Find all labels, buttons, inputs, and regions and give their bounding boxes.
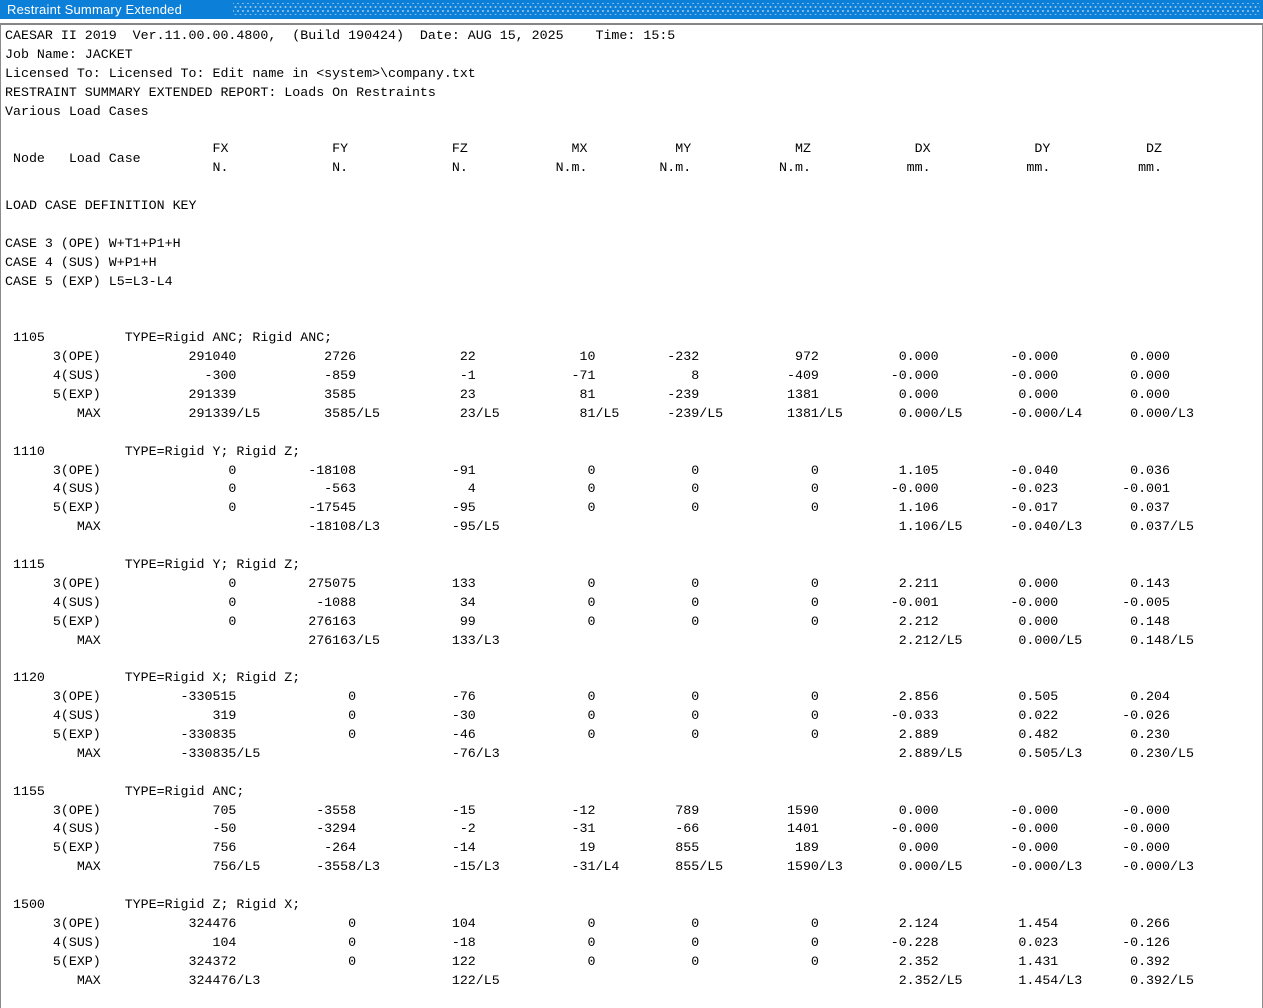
node-loadcase-labels-row: Node Load Case (5, 150, 141, 166)
node-type-row: 1155 TYPE=Rigid ANC; (5, 783, 245, 799)
node-loadcase-row: 3(OPE) 0 275075 133 0 0 0 2.211 0.000 0.… (5, 575, 1170, 591)
load-case-key-title: LOAD CASE DEFINITION KEY (5, 198, 197, 214)
blank-line (5, 178, 1262, 197)
node-loadcase-row: 5(EXP) 756 -264 -14 19 855 189 0.000 -0.… (5, 840, 1170, 856)
load-case-definition: CASE 4 (SUS) W+P1+H (5, 254, 157, 270)
blank-line (5, 537, 1262, 556)
node-loadcase-row: 5(EXP) 0 276163 99 0 0 0 2.212 0.000 0.1… (5, 613, 1170, 629)
blank-line (5, 877, 1262, 896)
titlebar-dots-pattern (233, 3, 1260, 15)
node-type-row: 1110 TYPE=Rigid Y; Rigid Z; (5, 443, 301, 459)
column-labels-row: FX FY FZ MX MY MZ DX DY DZ (5, 141, 1163, 157)
node-max-row: MAX -18108/L3 -95/L5 1.106/L5 -0.040/L3 … (5, 519, 1194, 535)
node-loadcase-row: 3(OPE) 705 -3558 -15 -12 789 1590 0.000 … (5, 802, 1170, 818)
node-loadcase-row: 3(OPE) 291040 2726 22 10 -232 972 0.000 … (5, 349, 1170, 365)
report-panel: CAESAR II 2019 Ver.11.00.00.4800, (Build… (0, 23, 1263, 1008)
node-max-row: MAX 324476/L3 122/L5 2.352/L5 1.454/L3 0… (5, 972, 1194, 988)
blank-line (5, 310, 1262, 329)
blank-line (5, 650, 1262, 669)
node-type-row: 1115 TYPE=Rigid Y; Rigid Z; (5, 556, 301, 572)
node-type-row: 1500 TYPE=Rigid Z; Rigid X; (5, 896, 301, 912)
report-header-line: Licensed To: Licensed To: Edit name in <… (5, 65, 476, 81)
node-max-row: MAX -330835/L5 -76/L3 2.889/L5 0.505/L3 … (5, 745, 1194, 761)
node-type-row: 1120 TYPE=Rigid X; Rigid Z; (5, 670, 301, 686)
node-loadcase-row: 4(SUS) 0 -1088 34 0 0 0 -0.001 -0.000 -0… (5, 594, 1170, 610)
blank-line (5, 121, 1262, 140)
load-case-definition: CASE 3 (OPE) W+T1+P1+H (5, 235, 181, 251)
report-header-line: Job Name: JACKET (5, 46, 133, 62)
column-units-row: N. N. N. N.m. N.m. N.m. mm. mm. mm. (5, 160, 1163, 176)
node-loadcase-row: 3(OPE) 0 -18108 -91 0 0 0 1.105 -0.040 0… (5, 462, 1170, 478)
node-loadcase-row: 4(SUS) 0 -563 4 0 0 0 -0.000 -0.023 -0.0… (5, 481, 1170, 497)
report-header-line: Various Load Cases (5, 103, 149, 119)
node-loadcase-row: 5(EXP) -330835 0 -46 0 0 0 2.889 0.482 0… (5, 726, 1170, 742)
node-max-row: MAX 756/L5 -3558/L3 -15/L3 -31/L4 855/L5… (5, 859, 1194, 875)
load-case-definition: CASE 5 (EXP) L5=L3-L4 (5, 273, 173, 289)
node-loadcase-row: 4(SUS) 319 0 -30 0 0 0 -0.033 0.022 -0.0… (5, 708, 1170, 724)
blank-line (5, 216, 1262, 235)
report-header-line: RESTRAINT SUMMARY EXTENDED REPORT: Loads… (5, 84, 436, 100)
node-loadcase-row: 4(SUS) -300 -859 -1 -71 8 -409 -0.000 -0… (5, 368, 1170, 384)
node-loadcase-row: 3(OPE) 324476 0 104 0 0 0 2.124 1.454 0.… (5, 915, 1170, 931)
node-loadcase-row: 3(OPE) -330515 0 -76 0 0 0 2.856 0.505 0… (5, 689, 1170, 705)
blank-line (5, 424, 1262, 443)
node-max-row: MAX 276163/L5 133/L3 2.212/L5 0.000/L5 0… (5, 632, 1194, 648)
node-loadcase-row: 5(EXP) 324372 0 122 0 0 0 2.352 1.431 0.… (5, 953, 1170, 969)
node-max-row: MAX 291339/L5 3585/L5 23/L5 81/L5 -239/L… (5, 405, 1194, 421)
window-titlebar[interactable]: Restraint Summary Extended (0, 0, 1263, 19)
report-body: CAESAR II 2019 Ver.11.00.00.4800, (Build… (5, 27, 1262, 1008)
blank-line (5, 764, 1262, 783)
blank-line (5, 291, 1262, 310)
node-loadcase-row: 4(SUS) -50 -3294 -2 -31 -66 1401 -0.000 … (5, 821, 1170, 837)
window-title: Restraint Summary Extended (7, 2, 182, 17)
node-type-row: 1105 TYPE=Rigid ANC; Rigid ANC; (5, 330, 333, 346)
node-loadcase-row: 5(EXP) 0 -17545 -95 0 0 0 1.106 -0.017 0… (5, 500, 1170, 516)
table-header: FX FY FZ MX MY MZ DX DY DZ Node Load Cas… (5, 140, 1262, 178)
node-loadcase-row: 5(EXP) 291339 3585 23 81 -239 1381 0.000… (5, 386, 1170, 402)
report-header-line: CAESAR II 2019 Ver.11.00.00.4800, (Build… (5, 28, 676, 43)
node-loadcase-row: 4(SUS) 104 0 -18 0 0 0 -0.228 0.023 -0.1… (5, 934, 1170, 950)
